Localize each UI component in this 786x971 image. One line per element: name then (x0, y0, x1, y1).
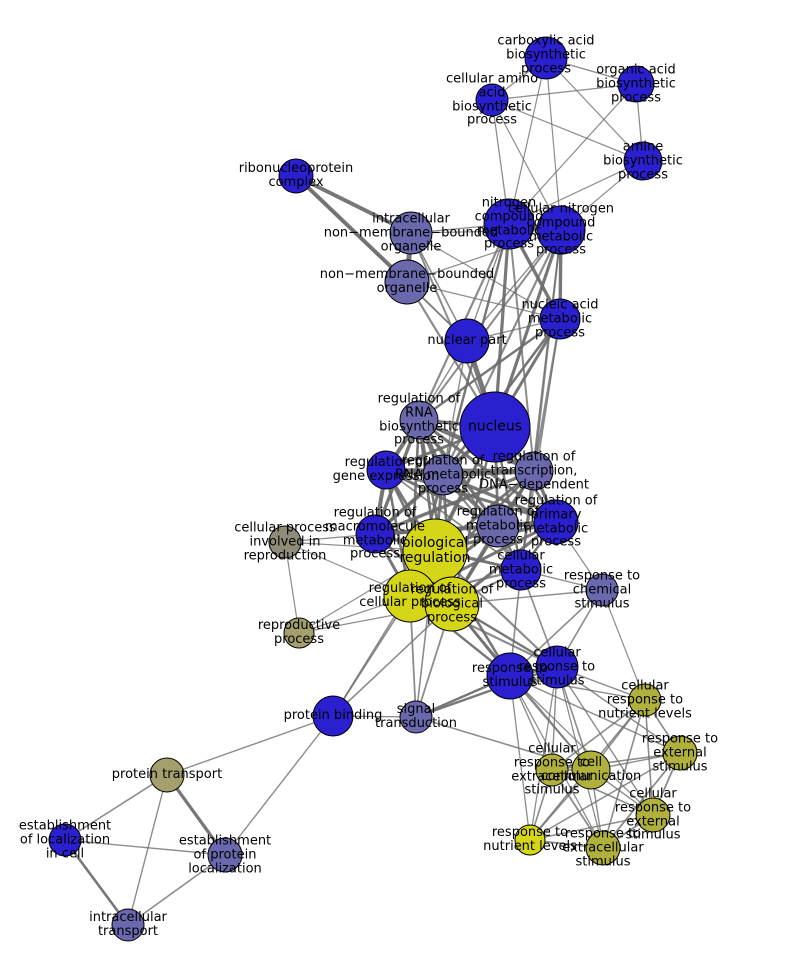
graph-node[interactable] (444, 318, 490, 364)
graph-node[interactable] (617, 65, 655, 103)
graph-node[interactable] (623, 141, 663, 181)
graph-node[interactable] (535, 753, 569, 787)
graph-node[interactable] (486, 652, 534, 700)
graph-edge (508, 57, 547, 225)
graph-edge (491, 99, 562, 231)
graph-edge (442, 340, 468, 476)
graph-edge (64, 839, 226, 856)
graph-node[interactable] (585, 573, 619, 607)
graph-edge (602, 752, 681, 849)
graph-node[interactable] (424, 576, 480, 632)
graph-node[interactable] (514, 824, 546, 856)
graph-edge (551, 699, 646, 771)
graph-edge (414, 665, 559, 719)
graph-edge (418, 229, 562, 421)
graph-edge (406, 229, 562, 283)
graph-edge (529, 814, 654, 841)
graph-edge (509, 675, 531, 841)
graph-node[interactable] (524, 36, 568, 80)
graph-edge (556, 666, 681, 754)
graph-edge (127, 774, 168, 926)
graph-node[interactable] (533, 499, 579, 545)
graph-node[interactable] (662, 735, 698, 771)
graph-edge (509, 675, 681, 754)
graph-node[interactable] (628, 683, 662, 717)
graph-node[interactable] (207, 837, 243, 873)
graph-edge (166, 715, 334, 776)
graph-edge (491, 99, 644, 162)
graph-node[interactable] (571, 750, 611, 790)
graph-node[interactable] (399, 400, 439, 440)
graph-edge (529, 666, 558, 841)
graph-node[interactable] (384, 259, 430, 305)
graph-node[interactable] (459, 391, 531, 463)
graph-edge (224, 715, 334, 856)
graph-node[interactable] (536, 205, 586, 255)
graph-node[interactable] (283, 617, 315, 649)
graph-node[interactable] (535, 645, 579, 689)
graph-node[interactable] (514, 451, 554, 491)
graph-node[interactable] (476, 504, 520, 548)
graph-edge (373, 469, 536, 536)
graph-edge (64, 774, 168, 841)
graph-node[interactable] (366, 450, 406, 490)
graph-node[interactable] (149, 757, 185, 793)
graph-edge (529, 752, 681, 841)
graph-edge (63, 838, 130, 927)
edge-layer (63, 57, 681, 927)
graph-node[interactable] (111, 908, 145, 942)
graph-edge (385, 469, 522, 571)
graph-node[interactable] (585, 830, 621, 866)
graph-node[interactable] (278, 158, 314, 194)
graph-edge (545, 57, 644, 162)
graph-node[interactable] (399, 700, 433, 734)
graph-node[interactable] (475, 83, 509, 117)
graph-node[interactable] (355, 514, 395, 554)
graph-node[interactable] (48, 823, 82, 857)
graph-edge (545, 57, 562, 231)
node-layer (48, 36, 698, 942)
graph-edge (508, 83, 637, 225)
graph-edge (551, 769, 654, 816)
graph-edge (509, 675, 654, 816)
graph-node[interactable] (389, 211, 433, 255)
graph-node[interactable] (500, 549, 542, 591)
graph-node[interactable] (635, 797, 671, 833)
graph-node[interactable] (312, 695, 354, 737)
graph-edge (556, 666, 654, 816)
graph-edge (417, 317, 562, 422)
graph-node[interactable] (268, 525, 302, 559)
graph-edge (601, 589, 646, 701)
graph-node[interactable] (422, 454, 464, 496)
graph-node[interactable] (539, 298, 581, 340)
graph-edge (491, 83, 637, 101)
graph-edge (127, 854, 226, 926)
graph-node[interactable] (483, 198, 535, 250)
